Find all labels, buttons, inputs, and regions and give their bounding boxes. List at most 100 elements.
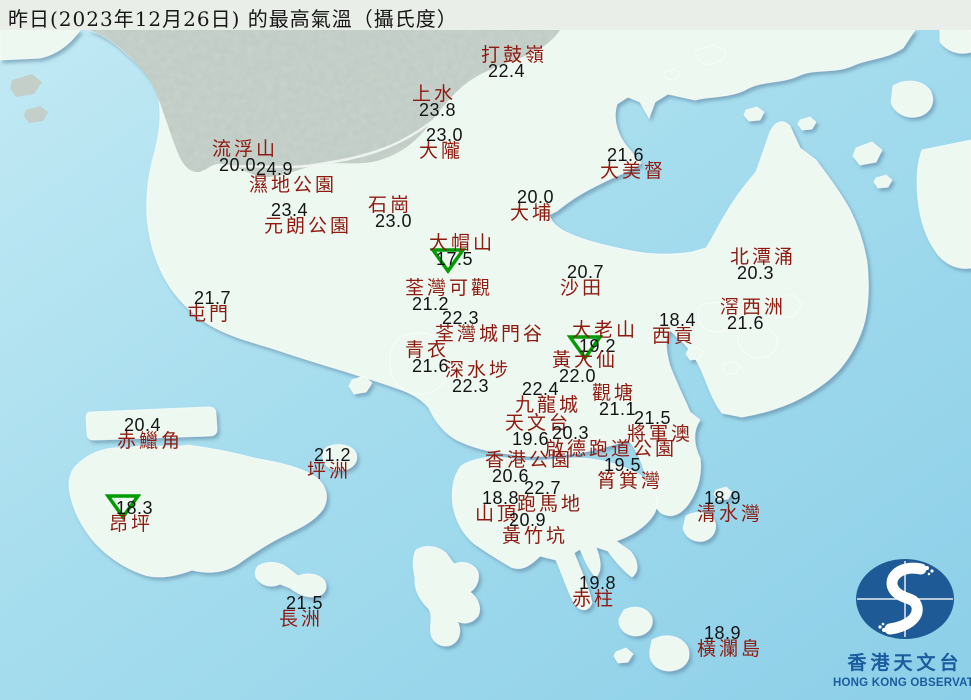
land-islet <box>852 141 883 166</box>
station-label: 黃大仙 22.0 <box>552 349 619 386</box>
hko-logo: 香港天文台 HONG KONG OBSERVATORY <box>833 556 971 689</box>
station-value: 22.0 <box>559 366 597 386</box>
station-value: 22.4 <box>488 61 526 81</box>
station-value: 18.9 <box>704 623 742 643</box>
land-island <box>737 324 778 359</box>
land-kai-tak-runway <box>571 435 608 451</box>
station-name: 大隴 <box>419 140 464 162</box>
station-value: 23.0 <box>375 211 413 231</box>
station-value: 19.2 <box>579 336 617 356</box>
station-name: 天文台 <box>505 412 572 434</box>
station-label: 18.9 清水灣 <box>697 489 764 525</box>
station-label: 青衣 21.6 <box>405 341 450 376</box>
land-islet <box>685 346 704 361</box>
station-name: 昂坪 <box>109 513 154 535</box>
station-value: 18.8 <box>482 488 520 508</box>
station-label: 23.0 大隴 <box>419 125 464 162</box>
station-value: 21.1 <box>599 399 637 419</box>
station-label: 香港公園 20.6 <box>485 451 573 486</box>
land-top-left <box>0 29 81 61</box>
station-value: 20.3 <box>737 263 775 283</box>
land-islet <box>743 106 765 122</box>
station-marker-triangle <box>429 247 467 279</box>
station-value: 22.4 <box>522 379 560 399</box>
station-label: 深水埗 22.3 <box>445 361 511 396</box>
land-cheung-chau <box>254 561 327 598</box>
land-east-coast <box>916 139 971 269</box>
station-label: 18.8 山頂 <box>475 488 520 524</box>
station-label: 19.8 赤柱 <box>572 573 617 609</box>
station-name: 清水灣 <box>697 503 764 525</box>
land-island <box>649 635 690 672</box>
station-value: 18.3 <box>116 498 154 518</box>
station-label: 24.9 濕地公園 <box>249 159 337 195</box>
station-label: 22.7 跑馬地 <box>517 478 583 514</box>
station-name: 大埔 <box>510 202 555 224</box>
station-name: 大老山 <box>572 319 639 341</box>
station-value: 20.4 <box>124 415 162 435</box>
station-name: 打鼓嶺 <box>481 44 548 66</box>
land-islet <box>682 512 717 542</box>
station-name: 荃灣城門谷 <box>435 323 546 345</box>
land-po-toi <box>618 606 653 637</box>
station-value: 17.5 <box>436 249 474 269</box>
station-label: 上水 23.8 <box>412 85 457 120</box>
station-value: 24.9 <box>256 159 294 179</box>
land-airport <box>85 406 218 441</box>
station-value: 23.8 <box>419 100 457 120</box>
station-value: 19.8 <box>579 573 617 593</box>
station-value: 18.4 <box>659 310 697 330</box>
station-name: 黃大仙 <box>552 349 619 371</box>
station-label: 流浮山 20.0 <box>212 140 278 175</box>
station-name: 大帽山 <box>429 232 496 254</box>
station-name: 將軍澳 <box>627 423 694 445</box>
station-label: 23.4 元朗公園 <box>264 200 352 236</box>
station-name: 大美督 <box>600 160 667 182</box>
station-label: 天文台 19.6 <box>505 412 572 449</box>
land-islet <box>873 174 893 189</box>
station-label: 觀塘 21.1 <box>592 384 637 419</box>
station-name: 啟德跑道公園 <box>545 438 678 460</box>
station-name: 黃竹坑 <box>502 525 569 547</box>
station-label: 21.5 長洲 <box>279 593 324 630</box>
station-label: 打鼓嶺 22.4 <box>481 44 548 81</box>
station-label: 大帽山 17.5 <box>429 232 496 269</box>
station-name: 屯門 <box>187 303 232 325</box>
station-value: 21.6 <box>607 145 645 165</box>
station-name: 滘西洲 <box>720 296 787 318</box>
station-value: 23.4 <box>271 200 309 220</box>
title-strip <box>0 0 971 30</box>
station-marker-triangle <box>566 334 604 366</box>
station-label: 21.2 坪洲 <box>307 445 352 482</box>
station-value: 21.6 <box>727 313 765 333</box>
land-lantau <box>68 444 327 578</box>
station-name: 荃灣可觀 <box>405 277 494 299</box>
station-value: 21.5 <box>286 593 324 613</box>
station-name: 坪洲 <box>307 460 352 482</box>
page-title: 昨日(2023年12月26日) 的最高氣溫（攝氏度） <box>8 7 458 31</box>
land-ma-wan <box>348 375 373 395</box>
land-tsing-yi <box>389 332 449 395</box>
land-kat-o <box>890 80 934 118</box>
station-name: 沙田 <box>560 277 605 299</box>
land-islet <box>797 116 817 131</box>
land-islet <box>695 44 727 66</box>
station-value: 21.2 <box>314 445 352 465</box>
station-name: 石崗 <box>368 194 413 216</box>
station-name: 西貢 <box>652 325 697 347</box>
station-name: 北潭涌 <box>730 246 797 268</box>
station-name: 赤鱲角 <box>117 430 184 452</box>
station-value: 20.9 <box>509 510 547 530</box>
station-label: 北潭涌 20.3 <box>730 246 797 283</box>
station-label: 21.6 大美督 <box>600 145 667 182</box>
station-value: 22.3 <box>452 376 490 396</box>
station-label: 荃灣可觀 21.2 <box>405 277 494 314</box>
station-value: 22.7 <box>524 478 562 498</box>
station-name: 筲箕灣 <box>597 470 664 492</box>
station-value: 19.5 <box>604 455 642 475</box>
station-value: 23.0 <box>426 125 464 145</box>
station-name: 長洲 <box>279 608 324 630</box>
station-value: 21.6 <box>412 356 450 376</box>
